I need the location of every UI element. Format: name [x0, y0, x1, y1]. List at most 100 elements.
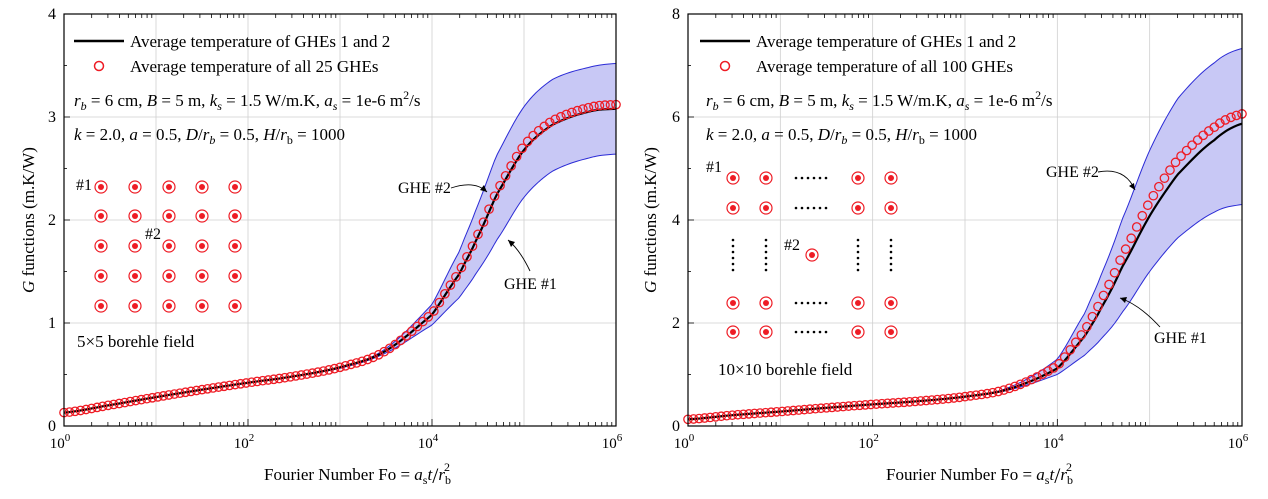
left-legend-marker-swatch — [93, 60, 105, 72]
right-marker — [1220, 115, 1231, 125]
left-marker — [164, 390, 174, 400]
borehole-dot — [888, 329, 894, 335]
left-y-tick-label: 2 — [48, 212, 56, 229]
left-marker — [357, 356, 367, 367]
left-marker — [125, 396, 136, 407]
right-marker — [976, 389, 987, 400]
left-band-fill — [64, 63, 616, 413]
ellipsis-dot — [856, 244, 860, 248]
right-marker — [943, 393, 954, 404]
borehole-dot — [199, 273, 205, 279]
left-marker — [108, 399, 119, 410]
borehole-dot — [199, 184, 205, 190]
right-marker — [865, 399, 876, 410]
ellipsis-dot — [800, 206, 804, 210]
left-x-tick-label: 106 — [602, 432, 623, 452]
right-marker — [993, 386, 1004, 397]
right-y-tick-label: 6 — [672, 109, 680, 126]
left-marker — [136, 394, 147, 405]
right-chart: 0 2 4 6 8 100 102 104 106 Average temperature of… — [641, 6, 1249, 488]
left-legend-line-label: Average temperature of GHEs 1 and 2 — [130, 32, 390, 51]
ellipsis-dot — [889, 268, 893, 272]
right-marker — [782, 406, 793, 416]
left-marker — [252, 376, 263, 387]
borehole-dot — [888, 300, 894, 306]
right-x-tick-label: 106 — [1228, 432, 1249, 452]
right-marker — [1059, 352, 1070, 362]
right-marker — [1054, 358, 1065, 369]
borehole-dot — [98, 213, 104, 219]
right-marker — [1004, 383, 1015, 394]
right-marker — [899, 397, 909, 408]
left-field-label: 5×5 borehle field — [77, 332, 195, 351]
right-params-line2: k = 2.0, a = 0.5, D/rb = 0.5, H/rb = 100… — [706, 125, 977, 147]
right-marker — [793, 405, 804, 415]
left-marker — [379, 346, 390, 357]
right-marker — [971, 390, 981, 401]
right-marker — [699, 413, 710, 423]
right-y-tick-label: 2 — [672, 315, 680, 332]
left-marker — [290, 371, 301, 381]
right-marker — [926, 395, 937, 405]
left-marker — [550, 114, 561, 125]
right-ticks: 0 2 4 6 8 100 102 104 106 — [672, 6, 1249, 452]
left-marker — [147, 392, 158, 403]
right-marker — [1170, 157, 1181, 168]
right-x-tick-label: 100 — [674, 432, 695, 452]
left-marker — [583, 102, 594, 113]
left-ticks: 0 1 2 3 4 100 102 104 106 — [48, 6, 623, 452]
right-marker — [877, 398, 887, 409]
ellipsis-dot — [764, 256, 768, 260]
left-marker — [417, 316, 428, 327]
right-marker — [727, 410, 738, 421]
borehole-dot — [232, 243, 238, 249]
borehole-dot — [232, 184, 238, 190]
right-x-tick-label: 102 — [858, 432, 879, 452]
left-ghe1-annotation: GHE #1 — [504, 276, 557, 293]
ellipsis-dot — [731, 250, 735, 254]
borehole-dot — [855, 205, 861, 211]
ellipsis-dot — [800, 330, 804, 334]
left-params-line2: k = 2.0, a = 0.5, D/rb = 0.5, H/rb = 100… — [74, 125, 345, 147]
ellipsis-dot — [818, 330, 822, 334]
left-marker — [473, 229, 483, 240]
right-marker — [1076, 330, 1087, 340]
right-marker — [766, 407, 776, 418]
left-marker — [335, 362, 345, 373]
right-x-axis-label: Fourier Number Fo = ast/rb2 — [886, 460, 1073, 488]
right-ghe2-annotation: GHE #2 — [1046, 164, 1099, 181]
borehole-dot — [132, 303, 138, 309]
right-marker — [1037, 369, 1048, 379]
ellipsis-dot — [856, 250, 860, 254]
right-marker — [1010, 381, 1020, 392]
right-legend-line-label: Average temperature of GHEs 1 and 2 — [756, 32, 1016, 51]
right-marker — [1070, 337, 1081, 348]
left-marker — [406, 326, 417, 337]
ellipsis-dot — [731, 268, 735, 272]
ellipsis-dot — [824, 176, 828, 180]
borehole-dot — [199, 213, 205, 219]
ellipsis-dot — [731, 244, 735, 248]
right-marker — [771, 407, 782, 417]
right-marker — [1137, 210, 1148, 221]
right-marker — [1115, 255, 1125, 266]
right-marker — [1231, 110, 1242, 121]
left-marker — [208, 383, 218, 393]
left-marker — [235, 378, 246, 389]
right-params-line1: rb = 6 cm, B = 5 m, ks = 1.5 W/m.K, as =… — [706, 88, 1053, 113]
left-marker — [268, 374, 279, 385]
left-marker — [324, 365, 334, 375]
left-borehole-inset — [94, 180, 242, 313]
left-marker — [130, 395, 141, 406]
left-marker — [97, 401, 108, 412]
left-marker — [484, 204, 494, 215]
right-marker — [1154, 181, 1164, 192]
left-x-tick-label: 104 — [418, 432, 439, 452]
left-marker — [64, 407, 75, 417]
right-marker — [921, 395, 932, 406]
borehole-dot — [763, 205, 769, 211]
left-marker — [517, 143, 528, 154]
right-marker — [688, 414, 699, 424]
borehole-dot — [763, 329, 769, 335]
